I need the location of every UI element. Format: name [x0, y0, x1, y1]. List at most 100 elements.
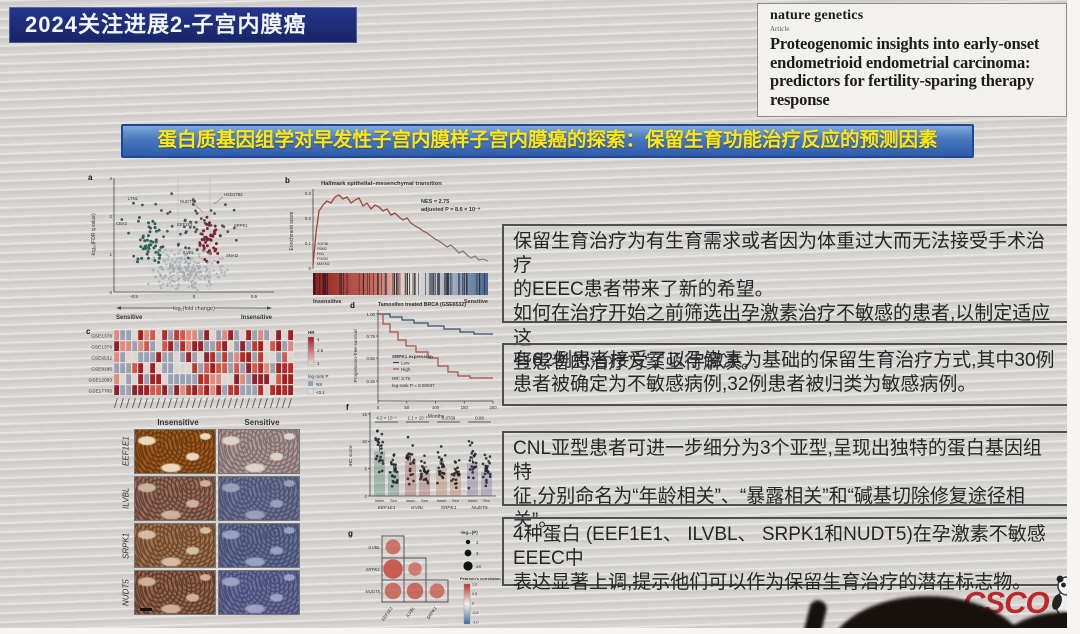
panel-d-km-plot: d Tamoxifen treated BRCA (GSE6532) 1.00 0… [350, 301, 497, 420]
svg-text:0: 0 [109, 290, 112, 295]
svg-text:≥4: ≥4 [476, 564, 481, 569]
panel-c-hr-heatmap: c GSE1378GSE1379GSE6532GSE9195GSE12093GS… [86, 327, 329, 409]
gsea-title: Hallmark epithelial–mesenchymal transiti… [321, 181, 442, 187]
row-label: EEF1E1 [121, 436, 131, 467]
gsea-nes: NES = 2.75 [421, 199, 449, 205]
row-label: NUDT5 [121, 579, 131, 606]
svg-text:0.50: 0.50 [366, 356, 375, 361]
panel-letter: b [285, 176, 290, 185]
svg-text:2: 2 [476, 540, 479, 545]
ihc-row-nudt5: NUDT5 [118, 570, 318, 615]
svg-text:100: 100 [432, 405, 440, 410]
svg-text:NUDT5: NUDT5 [472, 505, 488, 511]
svg-text:CBX3: CBX3 [116, 221, 128, 226]
svg-text:Sen: Sen [483, 498, 490, 503]
svg-text:-1.0: -1.0 [472, 621, 479, 625]
svg-text:ILVBL: ILVBL [183, 250, 195, 255]
svg-text:GSE1378: GSE1378 [91, 334, 112, 340]
svg-text:log-rank P: log-rank P [308, 374, 329, 379]
svg-text:GSE6532: GSE6532 [91, 356, 112, 362]
svg-text:SRPK1: SRPK1 [234, 223, 248, 228]
note-box-2: 有62例患者接受了以孕激素为基础的保留生育治疗方式,其中30例 患者被确定为不敏… [502, 343, 1069, 406]
svg-text:0: 0 [365, 494, 368, 499]
svg-text:15: 15 [362, 412, 367, 417]
panel-b-gsea-plot: b Hallmark epithelial–mesenchymal transi… [285, 176, 489, 305]
panel-f-ihc-score-plot: f IHC score 0 5 10 15 Insen Sen 4.2 × 10⁻⁵ EEF… [346, 403, 496, 511]
journal-article-kicker: Article [770, 25, 790, 33]
svg-text:150: 150 [461, 405, 469, 410]
hr-legend: HR 4 2.5 1 log-rank P NS <0.1 [307, 330, 329, 395]
svg-text:Low: Low [401, 361, 410, 366]
y-axis-label: -log₁₀(FDR q value) [91, 213, 97, 257]
svg-text:0: 0 [308, 266, 311, 271]
svg-text:0.3: 0.3 [305, 191, 312, 196]
slide-title: 蛋白质基因组学对早发性子宫内膜样子宫内膜癌的探索：保留生育功能治疗反应的预测因素 [121, 124, 974, 158]
sensitive-label: Sensitive [464, 299, 488, 305]
svg-text:log-rank P = 0.00037: log-rank P = 0.00037 [392, 383, 435, 388]
y-axis-label: Enrichment score [289, 211, 295, 250]
journal-name: nature genetics [770, 8, 864, 23]
svg-text:MATN2: MATN2 [317, 262, 330, 266]
svg-text:GSE1379: GSE1379 [91, 345, 112, 351]
y-ticks: 0 1 2 3 [109, 176, 112, 295]
ihc-row-srpk1: SRPK1 [118, 523, 318, 568]
photo-edge-bottom [0, 628, 1080, 634]
svg-text:0.5: 0.5 [251, 294, 258, 299]
ihc-image [218, 476, 300, 521]
svg-text:2: 2 [109, 214, 112, 219]
note-box-1: 保留生育治疗为有生育需求或者因为体重过大而无法接受手术治疗 的EEEC患者带来了… [502, 224, 1069, 373]
panel-g-correlation-matrix: g ILVBL SRPK1 NUDT5 EEF1E1 ILVBL SRPK1 -log₁₀… [348, 529, 501, 625]
enrichment-curve [312, 194, 489, 266]
dot-plot-area [374, 421, 492, 496]
svg-text:Sen: Sen [452, 498, 459, 503]
photo-edge-right [1067, 0, 1080, 634]
svg-text:0.0769: 0.0769 [442, 416, 456, 421]
panel-letter: d [350, 301, 355, 310]
svg-text:5: 5 [365, 466, 368, 471]
svg-text:SRPK1 expression: SRPK1 expression [392, 354, 433, 359]
svg-text:SRPK1: SRPK1 [366, 567, 381, 572]
svg-text:0.25: 0.25 [366, 379, 375, 384]
svg-text:2.5: 2.5 [317, 348, 324, 353]
insensitive-label: Insensitive [241, 315, 273, 321]
svg-text:4: 4 [317, 337, 320, 342]
svg-text:SNAI2: SNAI2 [226, 253, 239, 258]
svg-text:0: 0 [472, 602, 474, 606]
ihc-image [218, 523, 300, 568]
journal-card: nature genetics Article Proteogenomic in… [757, 3, 1067, 117]
ihc-image [134, 523, 216, 568]
svg-text:1.0: 1.0 [472, 583, 477, 587]
km-curve-high [378, 313, 493, 379]
svg-text:-0.5: -0.5 [130, 294, 138, 299]
ihc-image [134, 476, 216, 521]
svg-text:Sen: Sen [390, 498, 397, 503]
section-banner: 2024关注进展2-子宫内膜癌 [9, 7, 357, 43]
svg-text:1: 1 [317, 361, 320, 366]
paper-title: Proteogenomic insights into early-onset … [770, 34, 1040, 109]
ihc-row-ilvbl: ILVBL [118, 476, 318, 521]
sensitive-label: Sensitive [116, 315, 143, 321]
svg-text:1: 1 [109, 252, 112, 257]
sensitive-header: Sensitive [244, 418, 280, 427]
size-legend: -log₁₀(P) 2 3 ≥4 [460, 530, 481, 571]
panel-letter: c [86, 327, 91, 336]
svg-text:50: 50 [404, 405, 409, 410]
svg-text:HR: 3.75: HR: 3.75 [392, 376, 411, 381]
svg-text:Sen: Sen [421, 498, 428, 503]
ihc-image [218, 570, 300, 615]
svg-text:EEF1E1: EEF1E1 [177, 222, 193, 227]
panel-letter: a [88, 173, 93, 182]
svg-text:0.1: 0.1 [305, 241, 312, 246]
svg-text:NUDT5: NUDT5 [365, 589, 380, 594]
ihc-image [218, 429, 300, 474]
note-box-4: 4种蛋白 (EEF1E1、 ILVBL、 SRPK1和NUDT5)在孕激素不敏感… [502, 517, 1069, 593]
svg-text:4.2 × 10⁻⁵: 4.2 × 10⁻⁵ [376, 416, 396, 421]
ihc-row-eef1e1: EEF1E1 [118, 429, 318, 474]
svg-text:0.08: 0.08 [475, 416, 484, 421]
svg-text:ILVBL: ILVBL [368, 545, 380, 550]
ihc-column-headers: Insensitive Sensitive [136, 418, 318, 427]
x-axis-label: Months [428, 414, 445, 420]
svg-text:EEF1E1: EEF1E1 [380, 605, 394, 622]
svg-text:3: 3 [476, 551, 479, 556]
